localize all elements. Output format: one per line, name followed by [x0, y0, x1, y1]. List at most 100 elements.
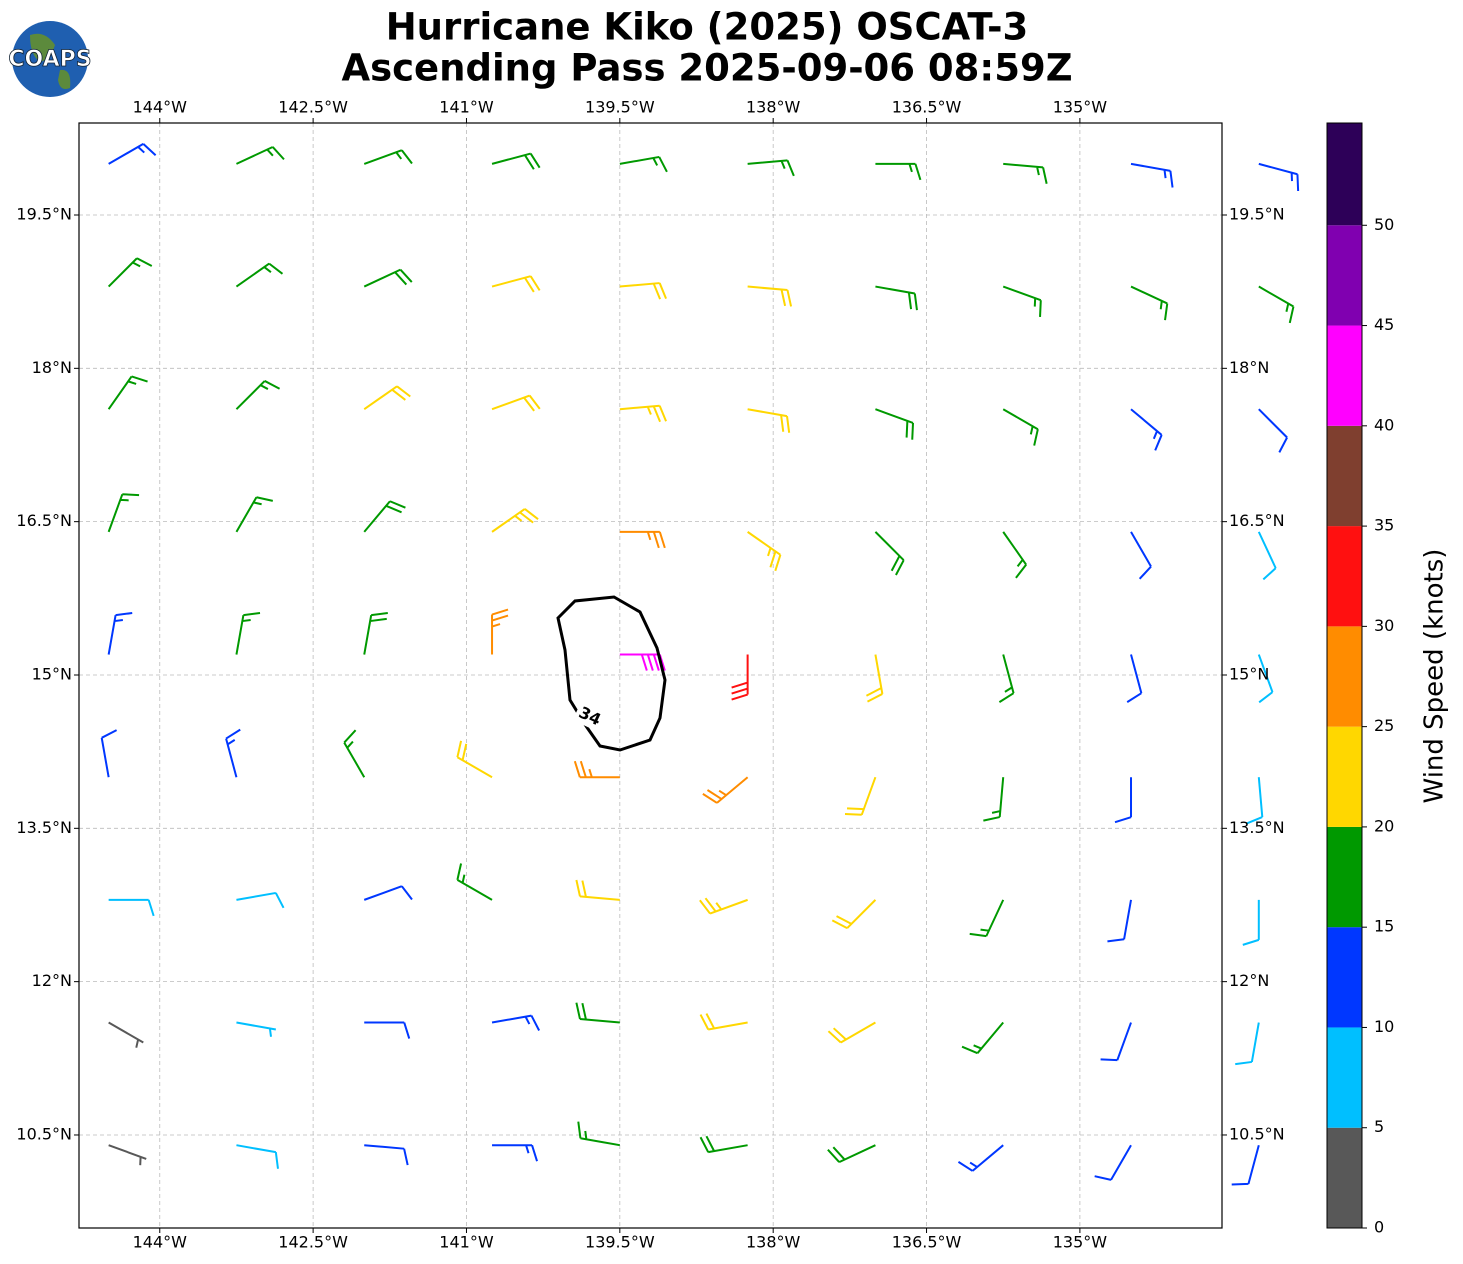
- barb-shape: [1258, 285, 1295, 324]
- barb-shape: [1002, 408, 1039, 446]
- x-tick-label: 142.5°W: [278, 1233, 348, 1252]
- wind-barb: [1002, 531, 1027, 579]
- colorbar-segment: [1327, 325, 1362, 426]
- colorbar-segment: [1327, 425, 1362, 527]
- barb-shape: [1258, 408, 1288, 453]
- x-tick-label: 139.5°W: [585, 98, 655, 117]
- x-tick-label: 138°W: [746, 98, 801, 117]
- wind-barb: [575, 879, 620, 901]
- x-tick-label: 144°W: [133, 98, 188, 117]
- barb-shape: [491, 152, 541, 170]
- barb-shape: [875, 162, 922, 181]
- wind-barb: [1094, 1144, 1132, 1181]
- wind-barb: [1258, 285, 1295, 324]
- barb-shape: [491, 608, 509, 655]
- barb-shape: [1130, 531, 1152, 580]
- barb-shape: [235, 612, 261, 655]
- wind-barb: [1235, 1022, 1260, 1066]
- wind-barb: [225, 728, 241, 778]
- colorbar-tick-label: 40: [1374, 415, 1394, 434]
- colorbar-segment: [1327, 726, 1362, 827]
- wind-barb: [747, 408, 791, 433]
- wind-barb: [1258, 162, 1300, 192]
- barb-shape: [1258, 162, 1300, 192]
- barb-shape: [619, 653, 666, 671]
- barb-shape: [619, 404, 667, 423]
- barb-shape: [827, 1021, 876, 1044]
- barb-shape: [107, 375, 148, 410]
- wind-barb: [827, 1144, 876, 1164]
- barb-shape: [827, 1144, 876, 1164]
- wind-barb: [491, 608, 509, 655]
- barb-shape: [363, 612, 388, 655]
- barb-shape: [747, 408, 791, 433]
- y-tick-label: 18°N: [1229, 358, 1269, 377]
- wind-barb: [874, 531, 905, 576]
- barb-shape: [235, 380, 281, 410]
- barb-shape: [575, 1002, 620, 1024]
- wind-barb: [1002, 408, 1039, 446]
- wind-barb: [1107, 899, 1132, 943]
- wind-barb: [702, 776, 749, 804]
- barb-shape: [100, 729, 118, 778]
- barb-shape: [1003, 162, 1048, 184]
- barb-shape: [236, 1144, 279, 1169]
- wind-barb: [491, 1014, 541, 1031]
- barb-shape: [575, 879, 620, 901]
- y-tick-label: 13.5°N: [1229, 818, 1285, 837]
- barb-shape: [456, 740, 493, 779]
- map-frame: [78, 122, 1223, 1229]
- y-tick-label: 10.5°N: [16, 1124, 72, 1143]
- wind-barb: [961, 1021, 1004, 1055]
- barb-shape: [1114, 777, 1133, 824]
- wind-barb: [363, 885, 413, 901]
- barb-shape: [491, 394, 541, 412]
- colorbar-tick-label: 20: [1374, 816, 1394, 835]
- contour-line: [556, 595, 667, 752]
- barb-shape: [491, 1014, 541, 1031]
- colorbar-label: Wind Speed (knots): [1420, 549, 1450, 804]
- barb-shape: [491, 275, 541, 293]
- wind-barb: [969, 899, 1005, 938]
- wind-barb: [235, 612, 261, 655]
- barb-shape: [107, 493, 140, 533]
- barb-shape: [108, 1144, 147, 1166]
- barb-shape: [844, 776, 877, 816]
- barb-shape: [107, 257, 153, 288]
- title-line: Ascending Pass 2025-09-06 08:59Z: [341, 47, 1072, 90]
- wind-barb: [1242, 899, 1260, 946]
- colorbar-tick-label: 25: [1374, 716, 1394, 735]
- colorbar-tick-label: 10: [1374, 1017, 1394, 1036]
- wind-barb: [1003, 162, 1048, 184]
- wind-barb: [108, 1144, 147, 1166]
- title-line: Hurricane Kiko (2025) OSCAT-3: [386, 6, 1029, 49]
- wind-barb: [1130, 285, 1169, 321]
- barb-shape: [875, 285, 918, 311]
- barb-shape: [363, 268, 413, 288]
- colorbar-segment: [1327, 225, 1362, 326]
- wind-barb: [1258, 408, 1288, 453]
- barb-shape: [1130, 285, 1169, 321]
- barb-shape: [236, 891, 285, 909]
- wind-barb: [235, 380, 281, 410]
- y-tick-label: 15°N: [1229, 664, 1269, 683]
- x-tick-label: 135°W: [1053, 1233, 1108, 1252]
- barb-shape: [957, 1144, 1004, 1172]
- y-tick-label: 16.5°N: [1229, 511, 1285, 530]
- wind-barb: [363, 149, 413, 165]
- wind-barb: [1126, 654, 1143, 703]
- wind-barb: [573, 760, 620, 779]
- wind-barb: [1246, 777, 1264, 825]
- y-tick-label: 18°N: [32, 358, 72, 377]
- barb-shape: [699, 897, 748, 915]
- barb-shape: [702, 776, 749, 804]
- barb-shape: [961, 1021, 1004, 1055]
- barb-shape: [363, 500, 406, 533]
- barb-shape: [225, 728, 241, 778]
- wind-barb: [1231, 1144, 1260, 1186]
- barb-shape: [343, 729, 366, 778]
- wind-barb: [491, 394, 541, 412]
- wind-barb: [875, 285, 918, 311]
- barb-shape: [1100, 1022, 1132, 1062]
- x-tick-label: 136.5°W: [892, 1233, 962, 1252]
